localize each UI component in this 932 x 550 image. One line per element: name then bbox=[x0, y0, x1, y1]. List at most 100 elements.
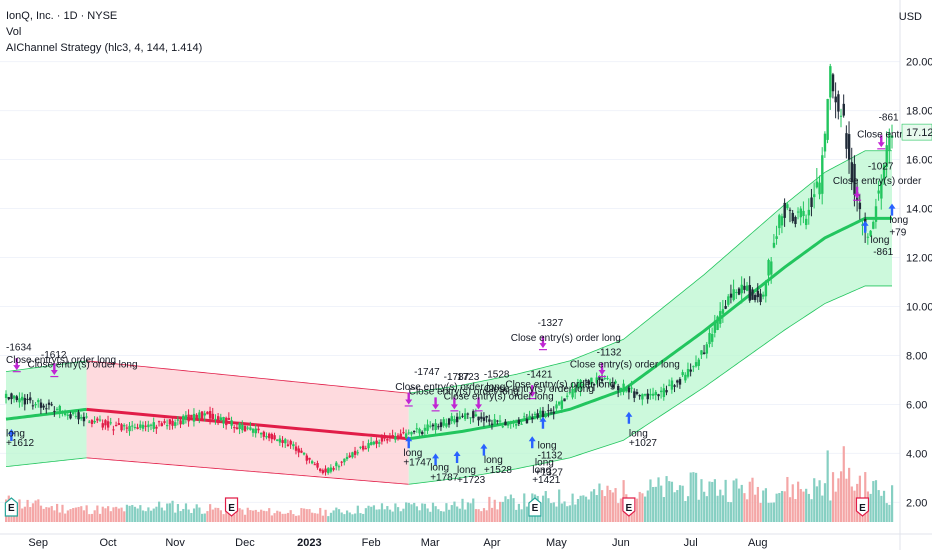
candle-body bbox=[684, 374, 687, 381]
volume-bar bbox=[673, 492, 676, 522]
volume-bar bbox=[662, 497, 665, 522]
candle-body bbox=[662, 388, 666, 398]
candle-body bbox=[783, 202, 786, 218]
volume-bar bbox=[235, 507, 239, 522]
volume-bar bbox=[480, 511, 483, 522]
volume-bar bbox=[797, 481, 800, 522]
time-tick-label: Jun bbox=[612, 537, 630, 549]
volume-bar bbox=[72, 508, 75, 522]
candle-body bbox=[367, 443, 370, 449]
candle-body bbox=[504, 421, 507, 426]
strategy-annotation: long bbox=[871, 235, 890, 246]
strategy-annotation: -1132 bbox=[538, 450, 563, 461]
price-axis[interactable]: 20.00 18.00 16.00 14.00 12.00 10.00 8.00 6.00 4.… bbox=[901, 57, 932, 510]
candle-body bbox=[407, 432, 411, 434]
volume-bar bbox=[606, 485, 609, 522]
candle-body bbox=[474, 414, 478, 417]
candle-body bbox=[866, 236, 870, 238]
candle-body bbox=[498, 420, 502, 422]
volume-bar bbox=[499, 501, 502, 522]
candle-body bbox=[850, 162, 854, 183]
strategy-annotation: -1132 bbox=[597, 347, 622, 358]
candle-body bbox=[125, 427, 129, 429]
volume-bar bbox=[525, 506, 529, 522]
channel-upper bbox=[5, 360, 87, 373]
candle-body bbox=[515, 424, 518, 426]
candle-body bbox=[437, 426, 440, 428]
candle-body bbox=[775, 236, 778, 239]
symbol-title[interactable]: IonQ, Inc. · 1D · NYSE bbox=[6, 10, 118, 22]
candle-body bbox=[523, 416, 526, 418]
volume-bar bbox=[689, 472, 692, 522]
strategy-legend[interactable]: AIChannel Strategy (hlc3, 4, 144, 1.414) bbox=[6, 42, 203, 54]
volume-bar bbox=[50, 506, 53, 522]
candle-body bbox=[660, 390, 663, 393]
strategy-annotation: -1787 bbox=[444, 372, 470, 383]
volume-bar bbox=[716, 495, 719, 522]
candle-body bbox=[735, 291, 738, 293]
candle-body bbox=[120, 424, 123, 431]
volume-bar bbox=[697, 499, 700, 522]
volume-bar bbox=[82, 510, 86, 522]
candle-body bbox=[313, 464, 317, 466]
candle-body bbox=[12, 395, 16, 399]
candle-body bbox=[447, 418, 451, 425]
volume-bar bbox=[133, 506, 137, 522]
volume-bar bbox=[711, 481, 714, 522]
volume-bar bbox=[380, 503, 384, 522]
strategy-annotation: long bbox=[6, 428, 25, 439]
volume-bar bbox=[104, 508, 107, 522]
candle-body bbox=[719, 311, 722, 324]
candle-body bbox=[157, 421, 161, 423]
volume-bar bbox=[337, 509, 341, 522]
candle-body bbox=[464, 413, 467, 420]
volume-bar bbox=[190, 512, 193, 522]
volume-bar bbox=[421, 503, 424, 522]
volume-bar bbox=[246, 507, 249, 522]
volume-bar bbox=[799, 489, 802, 522]
volume-bar bbox=[335, 507, 338, 522]
volume-bar bbox=[461, 498, 464, 522]
candle-body bbox=[262, 431, 266, 437]
candle-body bbox=[702, 352, 706, 355]
candle-body bbox=[536, 413, 539, 418]
price-tick-label: 2.00 bbox=[906, 497, 927, 509]
strategy-annotation: Close entry(s) order long bbox=[395, 382, 505, 393]
earnings-marker bbox=[528, 497, 542, 517]
candle-body bbox=[544, 415, 547, 417]
candle-body bbox=[753, 295, 757, 301]
candle-body bbox=[144, 425, 147, 427]
candle-body bbox=[423, 427, 427, 431]
candle-body bbox=[112, 429, 115, 431]
volume-bar bbox=[442, 511, 445, 522]
volume-bar bbox=[633, 503, 636, 522]
volume-bar bbox=[101, 506, 104, 522]
time-axis[interactable]: Sep Oct Nov Dec 2023 Feb Mar Apr May Jun Jul Aug bbox=[28, 537, 767, 549]
volume-bar bbox=[222, 514, 225, 522]
ai-channel-band bbox=[5, 150, 892, 485]
volume-bar bbox=[474, 509, 478, 522]
candle-body bbox=[608, 382, 612, 384]
candle-body bbox=[874, 206, 878, 222]
volume-bar bbox=[238, 508, 241, 522]
candle-body bbox=[187, 414, 190, 422]
candle-body bbox=[630, 387, 633, 389]
volume-bar bbox=[80, 506, 83, 522]
candle-body bbox=[123, 425, 126, 427]
candle-body bbox=[770, 261, 773, 275]
price-tick-label: 16.00 bbox=[906, 155, 932, 167]
candle-body bbox=[114, 425, 118, 427]
volume-legend[interactable]: Vol bbox=[6, 26, 22, 38]
volume-bar bbox=[888, 504, 891, 522]
volume-bar bbox=[174, 512, 177, 522]
volume-bar bbox=[791, 484, 794, 522]
candle-body bbox=[772, 242, 776, 248]
candle-body bbox=[348, 455, 351, 458]
candle-body bbox=[885, 145, 888, 167]
candle-body bbox=[541, 410, 545, 418]
price-tick-label: 10.00 bbox=[906, 301, 932, 313]
volume-bar bbox=[405, 502, 408, 522]
candle-body bbox=[611, 384, 615, 388]
candle-body bbox=[34, 404, 37, 406]
